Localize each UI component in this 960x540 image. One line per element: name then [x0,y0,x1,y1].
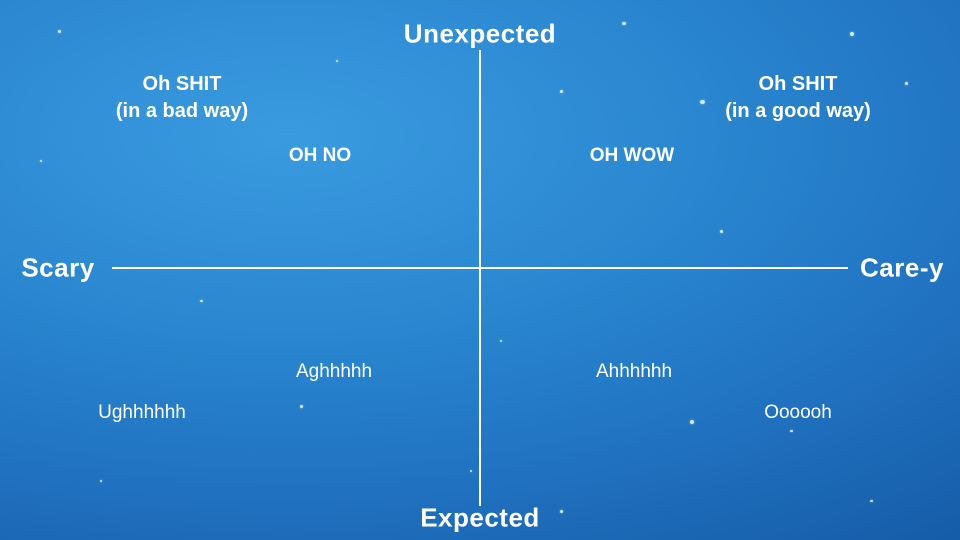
background-speck [870,500,873,502]
background-speck [300,405,303,408]
vertical-axis-line [479,50,481,506]
quadrant-item-oh-no: OH NO [289,143,351,169]
background-speck [790,430,793,432]
quadrant-item-ughhhhhh: Ughhhhhh [98,400,186,426]
background-speck [58,30,61,33]
background-speck [720,230,723,233]
background-speck [560,510,563,513]
quadrant-item-oh-shit-bad: Oh SHIT (in a bad way) [116,71,248,125]
background-speck [336,60,338,62]
background-speck [100,480,102,482]
background-speck [500,340,502,342]
quadrant-item-oh-shit-good: Oh SHIT (in a good way) [725,71,871,125]
axis-label-top: Unexpected [404,19,556,50]
horizontal-axis-line [112,267,848,269]
axis-label-right: Care-y [860,253,944,284]
background-speck [470,470,472,472]
quadrant-item-ahhhhhh: Ahhhhhh [596,359,672,385]
quadrant-item-oooooh: Oooooh [764,400,832,426]
quadrant-item-oh-wow: OH WOW [590,143,674,169]
background-speck [200,300,203,302]
quadrant-item-aghhhhh: Aghhhhh [296,359,372,385]
background-speck [850,32,854,36]
background-speck [622,22,626,25]
background-speck [560,90,563,93]
axis-label-left: Scary [21,253,94,284]
background-speck [40,160,42,162]
axis-label-bottom: Expected [420,503,540,534]
background-speck [690,420,694,424]
background-speck [905,82,908,85]
quadrant-diagram: Unexpected Expected Scary Care-y Oh SHIT… [0,0,960,540]
background-speck [700,100,705,104]
